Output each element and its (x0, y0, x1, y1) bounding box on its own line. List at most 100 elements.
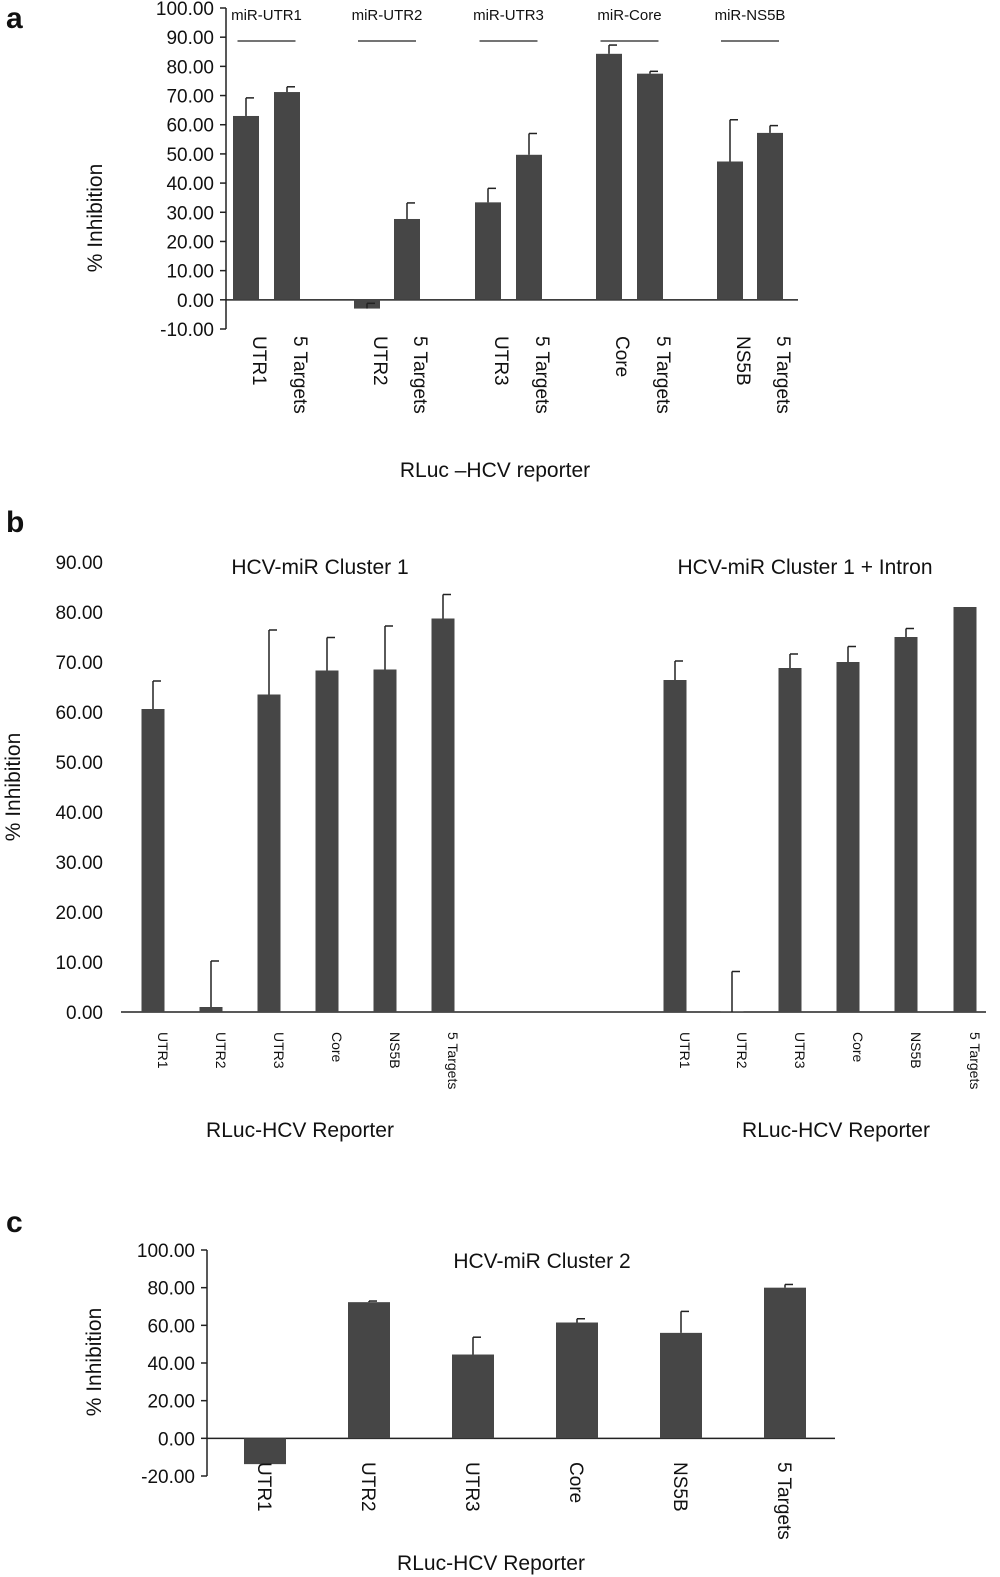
panel-b: 90.00 80.00 70.00 60.00 50.00 40.00 30.00 20.00… (2, 553, 986, 1142)
x-tick-label: 5 Targets (772, 336, 793, 414)
y-tick-label: 0.00 (177, 291, 214, 312)
y-axis-title: % Inhibition (83, 1308, 106, 1417)
bar (244, 1438, 286, 1465)
bar (778, 668, 802, 1012)
y-tick-label: -20.00 (141, 1467, 195, 1488)
bar (348, 1302, 390, 1439)
y-axis-title: % Inhibition (2, 733, 25, 842)
bar (596, 53, 622, 300)
y-tick-label: 70.00 (55, 653, 103, 674)
x-tick-label: Core (850, 1032, 866, 1063)
y-tick-label: 40.00 (166, 174, 214, 195)
y-tick-label: 60.00 (55, 703, 103, 724)
y-tick-label: 50.00 (55, 753, 103, 774)
y-axis-title: % Inhibition (84, 164, 107, 273)
subchart-title: HCV-miR Cluster 1 + Intron (678, 556, 933, 579)
x-axis-title: RLuc-HCV Reporter (206, 1119, 394, 1142)
bar (141, 709, 165, 1012)
panel-a: 100.00 90.00 80.00 70.00 60.00 50.00 40.00 30.0… (84, 0, 798, 482)
x-tick-label: UTR1 (677, 1032, 693, 1069)
x-tick-label: NS5B (669, 1462, 690, 1512)
y-tick-label: 10.00 (166, 262, 214, 283)
x-tick-label: UTR1 (155, 1032, 171, 1069)
bar (516, 154, 542, 300)
x-tick-label: 5 Targets (531, 336, 552, 414)
group-label: miR-UTR3 (473, 7, 544, 24)
bar (556, 1322, 598, 1439)
y-tick-label: 30.00 (166, 203, 214, 224)
bar (315, 670, 339, 1012)
panel-c: 100.00 80.00 60.00 40.00 20.00 0.00 -20.00 UTR1… (83, 1241, 835, 1575)
y-tick-label: 80.00 (55, 603, 103, 624)
bar (394, 218, 420, 300)
bar (257, 694, 281, 1012)
x-axis-title: RLuc –HCV reporter (400, 459, 590, 482)
y-tick-label: 20.00 (166, 232, 214, 253)
bar (663, 680, 687, 1012)
y-tick-label: 50.00 (166, 145, 214, 166)
bar (953, 607, 977, 1012)
y-tick-label: 90.00 (166, 28, 214, 49)
x-tick-label: Core (565, 1462, 586, 1503)
x-tick-label: 5 Targets (652, 336, 673, 414)
group-label: miR-UTR1 (231, 7, 302, 24)
x-tick-label: UTR3 (792, 1032, 808, 1069)
y-tick-label: 60.00 (166, 116, 214, 137)
y-tick-label: 80.00 (166, 57, 214, 78)
y-tick-label: 40.00 (55, 803, 103, 824)
x-tick-label: 5 Targets (773, 1462, 794, 1540)
y-tick-label: 10.00 (55, 953, 103, 974)
x-tick-label: NS5B (908, 1032, 924, 1069)
bar (717, 161, 743, 300)
bar (233, 115, 259, 300)
y-tick-label: 0.00 (66, 1003, 103, 1024)
x-axis-title: RLuc-HCV Reporter (742, 1119, 930, 1142)
bar (894, 637, 918, 1012)
x-tick-label: NS5B (732, 336, 753, 386)
panel-letter-b: b (6, 506, 24, 539)
x-tick-label: UTR1 (253, 1462, 274, 1512)
bar (274, 92, 300, 300)
bar (475, 202, 501, 300)
bar (757, 132, 783, 300)
x-tick-label: UTR2 (213, 1032, 229, 1069)
x-tick-label: 5 Targets (445, 1032, 461, 1089)
x-tick-label: UTR2 (734, 1032, 750, 1069)
bar (764, 1287, 806, 1439)
chart-title: HCV-miR Cluster 2 (453, 1250, 630, 1273)
bar (431, 618, 455, 1012)
y-tick-label: 0.00 (158, 1429, 195, 1450)
x-tick-label: UTR3 (490, 336, 511, 386)
bar (199, 1007, 223, 1012)
bar (452, 1354, 494, 1439)
y-tick-label: 100.00 (156, 0, 214, 20)
bar (637, 73, 663, 300)
x-tick-label: 5 Targets (289, 336, 310, 414)
group-label: miR-UTR2 (352, 7, 423, 24)
x-tick-label: 5 Targets (409, 336, 430, 414)
y-tick-label: 100.00 (137, 1241, 195, 1262)
x-tick-label: NS5B (387, 1032, 403, 1069)
bar (836, 662, 860, 1012)
y-tick-label: 30.00 (55, 853, 103, 874)
x-tick-label: 5 Targets (967, 1032, 983, 1089)
y-tick-label: 40.00 (147, 1354, 195, 1375)
x-tick-label: Core (329, 1032, 345, 1063)
bar (660, 1332, 702, 1439)
group-label: miR-Core (597, 7, 661, 24)
y-tick-label: -10.00 (160, 320, 214, 341)
y-tick-label: 70.00 (166, 87, 214, 108)
bar (373, 669, 397, 1012)
y-tick-label: 90.00 (55, 553, 103, 574)
y-tick-label: 20.00 (55, 903, 103, 924)
x-tick-label: UTR2 (369, 336, 390, 386)
x-tick-label: Core (611, 336, 632, 377)
y-tick-label: 20.00 (147, 1392, 195, 1413)
x-tick-label: UTR3 (271, 1032, 287, 1069)
x-tick-label: UTR3 (461, 1462, 482, 1512)
panel-letter-a: a (6, 2, 23, 35)
x-tick-label: UTR2 (357, 1462, 378, 1512)
y-tick-label: 80.00 (147, 1279, 195, 1300)
subchart-title: HCV-miR Cluster 1 (231, 556, 408, 579)
